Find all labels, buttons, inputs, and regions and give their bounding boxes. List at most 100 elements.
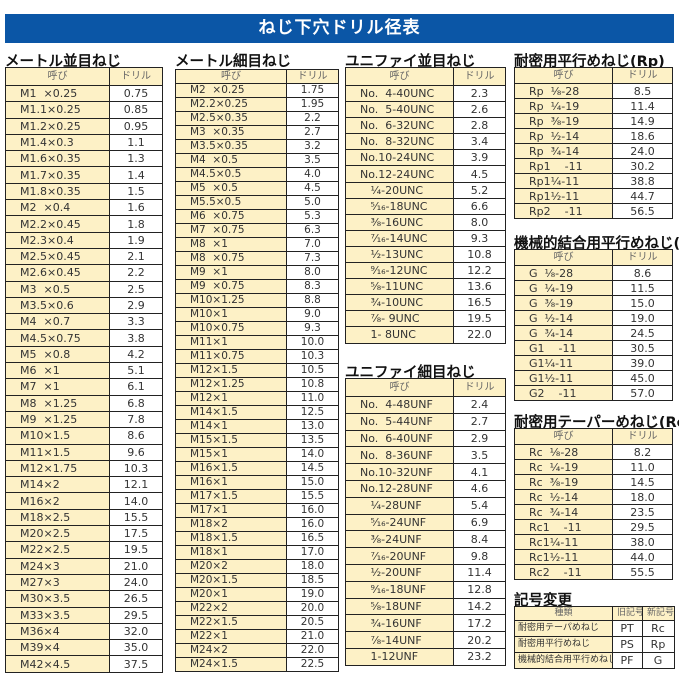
header-nominal: 呼び bbox=[5, 67, 110, 86]
table-row: M9 ×1 8.0 bbox=[175, 265, 339, 280]
table-row: Rc1¹⁄₄-11 38.0 bbox=[514, 534, 673, 550]
nominal-size: M17×1.5 bbox=[175, 489, 287, 504]
table-row: M1.7×0.35 1.4 bbox=[5, 166, 163, 184]
header-drill: ドリル bbox=[453, 378, 506, 397]
old-symbol: PF bbox=[612, 652, 643, 669]
drill-size: 38.8 bbox=[612, 173, 673, 189]
table-row: M18×2 16.0 bbox=[175, 517, 339, 532]
drill-size: 9.3 bbox=[286, 321, 339, 336]
nominal-size: 1-12UNF bbox=[345, 647, 454, 666]
drill-size: 39.0 bbox=[612, 355, 673, 371]
thread-type: 機械的結合用平行めねじ bbox=[514, 652, 613, 669]
nominal-size: M2.2×0.25 bbox=[175, 97, 287, 112]
drill-size: 20.5 bbox=[286, 615, 339, 630]
table-row: M10×0.75 9.3 bbox=[175, 321, 339, 336]
unf-title: ユニファイ細目ねじ bbox=[345, 365, 476, 381]
table-row: M1 ×0.25 0.75 bbox=[5, 84, 163, 103]
header-drill: ドリル bbox=[612, 249, 673, 266]
table-row: ⁵⁄₁₆-18UNC 6.6 bbox=[345, 197, 506, 215]
nominal-size: M24×1.5 bbox=[175, 657, 287, 672]
header-row: 呼び ドリル bbox=[514, 249, 673, 266]
table-row: 機械的結合用平行めねじ PF G bbox=[514, 652, 675, 669]
drill-size: 6.6 bbox=[453, 197, 506, 215]
table-row: M7 ×1 6.1 bbox=[5, 378, 163, 396]
drill-size: 21.0 bbox=[109, 557, 163, 575]
table-row: M24×1.5 22.5 bbox=[175, 657, 339, 672]
table-row: M12×1.5 10.5 bbox=[175, 363, 339, 378]
drill-size: 44.0 bbox=[612, 549, 673, 565]
old-symbol: PT bbox=[612, 620, 643, 637]
table-row: M33×3.5 29.5 bbox=[5, 606, 163, 624]
nominal-size: M14×1 bbox=[175, 419, 287, 434]
table-row: M12×1.25 10.8 bbox=[175, 377, 339, 392]
nominal-size: M11×1 bbox=[175, 335, 287, 350]
nominal-size: M4 ×0.5 bbox=[175, 153, 287, 168]
header-nominal: 呼び bbox=[514, 67, 613, 84]
table-row: M12×1.75 10.3 bbox=[5, 459, 163, 478]
drill-size: 3.3 bbox=[109, 313, 163, 331]
symbol-change-title: 記号変更 bbox=[514, 593, 572, 609]
drill-size: 1.3 bbox=[109, 150, 163, 168]
drill-size: 8.6 bbox=[109, 427, 163, 445]
nominal-size: Rc ¹⁄₄-19 bbox=[514, 459, 613, 475]
table-row: M11×1.5 9.6 bbox=[5, 443, 163, 461]
drill-size: 0.95 bbox=[109, 117, 163, 135]
nominal-size: M10×1.25 bbox=[175, 293, 287, 308]
nominal-size: M10×1.5 bbox=[5, 427, 110, 445]
nominal-size: G ¹⁄₂-14 bbox=[514, 310, 613, 326]
table-row: No.12-24UNC 4.5 bbox=[345, 165, 506, 183]
drill-size: 7.8 bbox=[109, 410, 163, 429]
drill-size: 16.0 bbox=[286, 503, 339, 518]
nominal-size: ⁵⁄₈-18UNF bbox=[345, 597, 454, 616]
header-cell: 種類 bbox=[514, 606, 613, 621]
header-drill: ドリル bbox=[109, 67, 163, 86]
drill-size: 16.5 bbox=[286, 531, 339, 546]
header-drill: ドリル bbox=[612, 67, 673, 84]
nominal-size: M24×3 bbox=[5, 557, 110, 575]
drill-size: 4.2 bbox=[109, 345, 163, 364]
table-row: No. 6-40UNF 2.9 bbox=[345, 429, 506, 448]
nominal-size: M10×0.75 bbox=[175, 321, 287, 336]
table-row: No. 6-32UNC 2.8 bbox=[345, 117, 506, 135]
nominal-size: M3.5×0.6 bbox=[5, 296, 110, 315]
table-row: ⁹⁄₁₆-12UNC 12.2 bbox=[345, 262, 506, 280]
header-nominal: 呼び bbox=[345, 67, 454, 86]
table-row: M2.3×0.4 1.9 bbox=[5, 231, 163, 249]
nominal-size: Rc1¹⁄₄-11 bbox=[514, 534, 613, 550]
nominal-size: M17×1 bbox=[175, 503, 287, 518]
drill-size: 24.0 bbox=[109, 573, 163, 592]
drill-size: 19.0 bbox=[612, 310, 673, 326]
drill-size: 3.8 bbox=[109, 329, 163, 347]
table-row: Rp ³⁄₈-19 14.9 bbox=[514, 113, 673, 129]
header-nominal: 呼び bbox=[175, 69, 287, 84]
table-row: ³⁄₈-16UNC 8.0 bbox=[345, 213, 506, 231]
table-row: M2.5×0.45 2.1 bbox=[5, 247, 163, 266]
table-row: 耐密用テーパめねじ PT Rc bbox=[514, 620, 675, 637]
nominal-size: No. 5-40UNC bbox=[345, 101, 454, 119]
table-row: ³⁄₄-10UNC 16.5 bbox=[345, 294, 506, 312]
nominal-size: Rc ¹⁄₂-14 bbox=[514, 489, 613, 505]
table-row: M2.5×0.35 2.2 bbox=[175, 111, 339, 126]
nominal-size: M5 ×0.8 bbox=[5, 345, 110, 364]
drill-size: 15.0 bbox=[612, 295, 673, 311]
nominal-size: M2.5×0.45 bbox=[5, 247, 110, 266]
table-row: M5 ×0.5 4.5 bbox=[175, 181, 339, 196]
table-row: M18×1.5 16.5 bbox=[175, 531, 339, 546]
thread-type: 耐密用テーパめねじ bbox=[514, 620, 613, 637]
table-row: M17×1 16.0 bbox=[175, 503, 339, 518]
nominal-size: M15×1.5 bbox=[175, 433, 287, 448]
drill-size: 2.2 bbox=[286, 111, 339, 126]
nominal-size: G ³⁄₄-14 bbox=[514, 325, 613, 341]
nominal-size: Rp ¹⁄₄-19 bbox=[514, 98, 613, 114]
drill-size: 1.4 bbox=[109, 166, 163, 184]
drill-size: 3.9 bbox=[453, 149, 506, 167]
drill-size: 10.5 bbox=[286, 363, 339, 378]
table-row: Rp ¹⁄₄-19 11.4 bbox=[514, 98, 673, 114]
table-row: M12×1 11.0 bbox=[175, 391, 339, 406]
nominal-size: ³⁄₈-24UNF bbox=[345, 530, 454, 549]
table-row: ⁵⁄₈-18UNF 14.2 bbox=[345, 597, 506, 616]
drill-size: 2.6 bbox=[453, 101, 506, 119]
nominal-size: M1.8×0.35 bbox=[5, 182, 110, 201]
table-row: G ³⁄₄-14 24.5 bbox=[514, 325, 673, 341]
drill-size: 2.4 bbox=[453, 396, 506, 414]
